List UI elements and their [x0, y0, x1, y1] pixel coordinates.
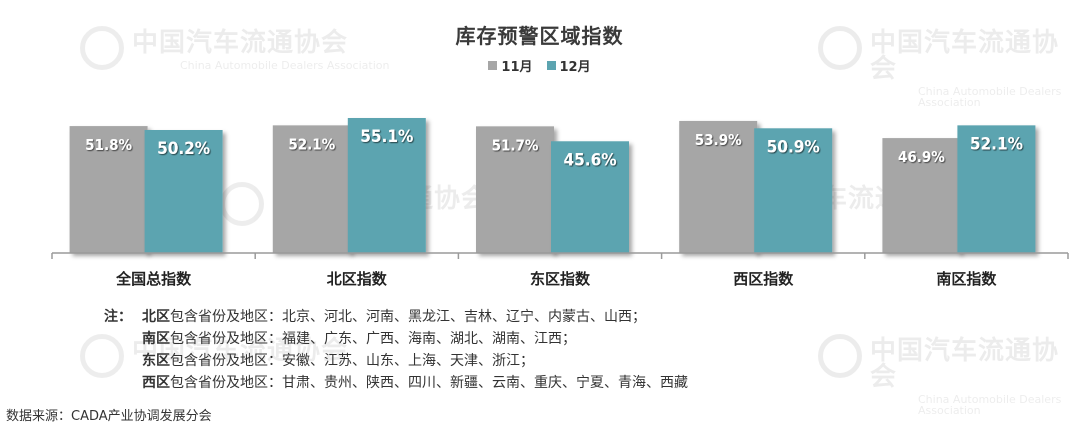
data-label: 55.1% [360, 127, 413, 147]
bar-nov [272, 125, 351, 253]
data-label: 51.8% [85, 136, 132, 154]
data-label: 45.6% [563, 150, 616, 170]
bar-chart: 51.8% 50.2% 52.1% 55.1% 51.7% 45.6% 53.9% 50.9%… [51, 118, 1069, 288]
chart-notes: 注： 北区包含省份及地区：北京、河北、河南、黑龙江、吉林、辽宁、内蒙古、山西； 南… [104, 306, 688, 394]
bar-nov [882, 138, 961, 253]
legend-item: 11月 [488, 56, 533, 75]
note-region: 西区 [142, 375, 170, 391]
x-tick-label: 全国总指数 [115, 270, 192, 288]
watermark-name: 中国汽车流通协会 [870, 336, 1060, 392]
note-region: 南区 [142, 331, 170, 347]
x-tick-label: 北区指数 [327, 270, 388, 288]
chart-title: 库存预警区域指数 [455, 24, 624, 48]
note-row: 南区包含省份及地区：福建、广东、广西、海南、湖北、湖南、江西； [104, 328, 688, 350]
bar-dec [957, 125, 1036, 253]
note-row: 注： 北区包含省份及地区：北京、河北、河南、黑龙江、吉林、辽宁、内蒙古、山西； [104, 306, 688, 328]
x-tick-label: 西区指数 [733, 270, 794, 288]
bar-nov [476, 126, 554, 253]
legend-label-dec: 12月 [559, 60, 591, 75]
data-label: 50.9% [767, 137, 820, 157]
bar-nov [69, 126, 148, 253]
bar-nov [679, 120, 758, 253]
note-text: 包含省份及地区：北京、河北、河南、黑龙江、吉林、辽宁、内蒙古、山西； [170, 309, 646, 325]
data-label: 52.1% [288, 135, 335, 153]
legend-swatch-nov [488, 61, 498, 70]
chart-legend: 11月 12月 [0, 56, 1079, 75]
data-label: 50.2% [157, 139, 210, 159]
data-label: 51.7% [492, 136, 539, 154]
note-row: 西区包含省份及地区：甘肃、贵州、陕西、四川、新疆、云南、重庆、宁夏、青海、西藏 [104, 372, 688, 394]
bar-dec [144, 130, 223, 253]
x-tick-label: 东区指数 [530, 270, 591, 288]
note-text: 包含省份及地区：安徽、江苏、山东、上海、天津、浙江； [170, 353, 534, 369]
data-label: 52.1% [970, 134, 1023, 154]
note-region: 北区 [142, 309, 170, 325]
note-row: 东区包含省份及地区：安徽、江苏、山东、上海、天津、浙江； [104, 350, 688, 372]
x-tick-label: 南区指数 [936, 270, 997, 288]
watermark-logo-icon [818, 334, 862, 378]
legend-swatch-dec [546, 61, 556, 70]
watermark-name-en: China Automobile Dealers Association [918, 393, 1062, 417]
data-source: 数据来源：CADA产业协调发展分会 [6, 409, 212, 424]
bar-dec [347, 118, 426, 253]
legend-label-nov: 11月 [501, 60, 533, 75]
bar-dec [551, 141, 629, 253]
bar-dec [754, 128, 833, 253]
note-region: 东区 [142, 353, 170, 369]
data-label: 46.9% [898, 148, 945, 166]
data-label: 53.9% [695, 131, 742, 149]
note-text: 包含省份及地区：福建、广东、广西、海南、湖北、湖南、江西； [170, 331, 576, 347]
legend-item: 12月 [546, 56, 591, 75]
watermark: 中国汽车流通协会 China Automobile Dealers Associ… [818, 334, 1079, 417]
note-text: 包含省份及地区：甘肃、贵州、陕西、四川、新疆、云南、重庆、宁夏、青海、西藏 [170, 375, 688, 391]
note-prefix: 注： [104, 309, 132, 325]
